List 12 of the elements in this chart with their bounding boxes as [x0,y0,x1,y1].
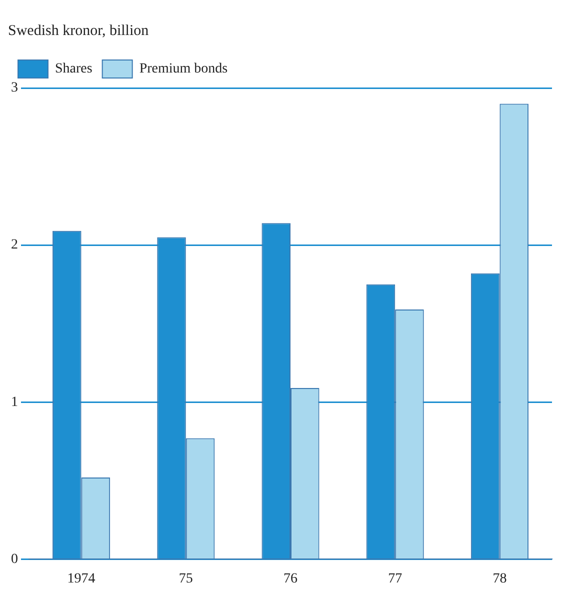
x-tick-label: 78 [492,571,507,586]
legend-label: Premium bonds [139,62,228,77]
x-tick-label: 77 [388,571,402,586]
legend-label: Shares [55,62,92,77]
chart-title: Swedish kronor, billion [8,22,150,39]
y-tick-label: 0 [11,552,18,567]
y-tick-label: 2 [11,238,18,253]
x-tick-label: 1974 [67,571,96,586]
y-tick-label: 3 [11,80,18,96]
y-tick-label: 1 [11,394,18,410]
x-tick-label: 76 [284,571,298,586]
x-tick-label: 75 [178,571,193,586]
